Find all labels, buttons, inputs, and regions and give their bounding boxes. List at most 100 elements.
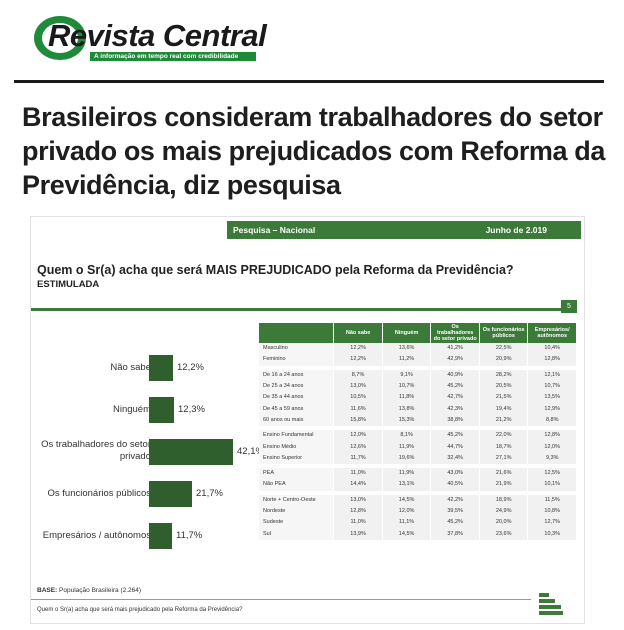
bar-value-label: 21,7%	[196, 488, 223, 499]
table-row-label: De 35 a 44 anos	[259, 392, 335, 404]
table-cell: 10,8%	[527, 505, 577, 518]
table-row: De 45 a 59 anos 11,6% 13,8% 42,3% 19,4% 12,9%	[259, 403, 577, 415]
table-cell: 12,8%	[527, 354, 577, 366]
table-cell: 37,8%	[430, 528, 480, 540]
table-row-label: Não PEA	[259, 479, 335, 491]
masthead-divider	[14, 80, 604, 83]
table-row-label: Nordeste	[259, 505, 335, 518]
table-row-label: Norte + Centro-Oeste	[259, 494, 335, 506]
figure-header-left: Pesquisa – Nacional	[233, 225, 316, 235]
table-row-label: Masculino	[259, 343, 335, 355]
table-row: Ensino Fundamental 12,0% 8,1% 45,2% 22,0% 12,…	[259, 430, 577, 442]
table-cell: 8,8%	[527, 414, 577, 427]
table-row: Nordeste 12,8% 12,0% 39,5% 24,9% 10,8%	[259, 505, 577, 518]
table-cell: 32,4%	[430, 452, 480, 464]
table-row: De 35 a 44 anos 10,5% 11,8% 42,7% 21,5% 13,5%	[259, 392, 577, 404]
table-cell: 10,5%	[333, 392, 383, 404]
bar-value-label: 42,1%	[237, 446, 264, 457]
table-cell: 41,2%	[430, 343, 480, 355]
table-cell: 10,3%	[527, 528, 577, 540]
article-headline: Brasileiros consideram trabalhadores do …	[22, 102, 605, 200]
table-row: De 16 a 24 anos 8,7% 9,1% 40,9% 28,2% 12,1%	[259, 369, 577, 381]
table-row-label: Feminino	[259, 354, 335, 366]
table-cell: 19,6%	[382, 452, 432, 464]
figure-page-number: 5	[561, 300, 577, 313]
table-cell: 9,1%	[382, 369, 432, 381]
table-cell: 45,2%	[430, 517, 480, 529]
logo-emblem	[34, 16, 86, 60]
table-cell: 13,8%	[382, 403, 432, 415]
table-cell: 12,6%	[333, 441, 383, 453]
table-header-cell: Os trabalhadores do setor privado	[430, 323, 480, 343]
table-cell: 42,2%	[430, 494, 480, 506]
table-cell: 12,0%	[382, 505, 432, 518]
table-cell: 11,0%	[333, 467, 383, 480]
table-cell: 13,9%	[333, 528, 383, 540]
table-row: Norte + Centro-Oeste 13,0% 14,5% 42,2% 18,9%…	[259, 494, 577, 506]
figure-divider	[31, 308, 566, 311]
table-group-spacer	[259, 490, 577, 495]
masthead: Revista Central A informação em tempo re…	[0, 0, 624, 88]
table-row: Ensino Superior 11,7% 19,6% 32,4% 27,1% 9,3%	[259, 452, 577, 464]
table-cell: 15,3%	[382, 414, 432, 427]
table-cell: 28,2%	[479, 369, 529, 381]
table-header-row: Não sabe Ninguém Os trabalhadores do setor…	[259, 323, 577, 343]
table-cell: 22,5%	[479, 343, 529, 355]
bar	[149, 397, 174, 423]
table-header-cell: Não sabe	[333, 323, 383, 343]
table-row: Sul 13,9% 14,5% 37,8% 23,6% 10,3%	[259, 528, 577, 540]
table-row: PEA 11,0% 11,9% 43,0% 21,6% 12,5%	[259, 467, 577, 480]
table-cell: 20,0%	[479, 517, 529, 529]
table-cell: 23,6%	[479, 528, 529, 540]
table-cell: 13,0%	[333, 494, 383, 506]
site-name: Revista Central	[48, 18, 267, 53]
table-cell: 8,1%	[382, 430, 432, 442]
table-row-label: Ensino Fundamental	[259, 430, 335, 442]
table-group-spacer	[259, 365, 577, 370]
table-header-cell: Os funcionários públicos	[479, 323, 529, 343]
table-row: Ensino Médio 12,6% 11,9% 44,7% 18,7% 12,0%	[259, 441, 577, 453]
table-cell: 14,4%	[333, 479, 383, 491]
table-cell: 11,0%	[333, 517, 383, 529]
table-cell: 22,0%	[479, 430, 529, 442]
table-row-label: PEA	[259, 467, 335, 480]
table-cell: 11,7%	[333, 452, 383, 464]
table-cell: 43,0%	[430, 467, 480, 480]
bar	[149, 523, 172, 549]
table-cell: 12,8%	[527, 430, 577, 442]
table-cell: 21,2%	[479, 414, 529, 427]
table-cell: 24,9%	[479, 505, 529, 518]
table-cell: 9,3%	[527, 452, 577, 464]
footer-divider	[31, 599, 531, 600]
logo-tagline-bar	[90, 52, 256, 61]
table-cell: 45,2%	[430, 380, 480, 393]
table-cell: 39,5%	[430, 505, 480, 518]
table-cell: 45,2%	[430, 430, 480, 442]
table-cell: 21,6%	[479, 467, 529, 480]
table-row: 60 anos ou mais 15,8% 15,3% 38,8% 21,2% 8,8%	[259, 414, 577, 427]
table-cell: 42,9%	[430, 354, 480, 366]
table-cell: 13,1%	[382, 479, 432, 491]
bar-category-label: Ninguém	[112, 404, 151, 415]
table-cell: 20,9%	[479, 354, 529, 366]
bar-value-label: 12,2%	[177, 362, 204, 373]
table-header-cell	[259, 323, 335, 343]
table-cell: 40,9%	[430, 369, 480, 381]
table-cell: 12,2%	[333, 354, 383, 366]
figure-subtitle: ESTIMULADA	[37, 279, 100, 290]
table-cell: 8,7%	[333, 369, 383, 381]
table-cell: 13,6%	[382, 343, 432, 355]
figure-header-right: Junho de 2.019	[485, 225, 547, 235]
table-cell: 18,7%	[479, 441, 529, 453]
table-cell: 10,7%	[527, 380, 577, 393]
table-row: Sudeste 11,0% 11,1% 45,2% 20,0% 12,7%	[259, 517, 577, 529]
bar-category-label: Empresários / autônomos	[42, 530, 151, 541]
site-logo[interactable]: Revista Central A informação em tempo re…	[34, 14, 267, 64]
table-cell: 27,1%	[479, 452, 529, 464]
table-row: Não PEA 14,4% 13,1% 40,5% 21,9% 10,1%	[259, 479, 577, 491]
table-body: Masculino 12,2% 13,6% 41,2% 22,5% 10,4% Femini…	[259, 343, 577, 540]
table-cell: 10,4%	[527, 343, 577, 355]
table-cell: 11,5%	[527, 494, 577, 506]
table-cell: 12,9%	[527, 403, 577, 415]
bar	[149, 439, 233, 465]
